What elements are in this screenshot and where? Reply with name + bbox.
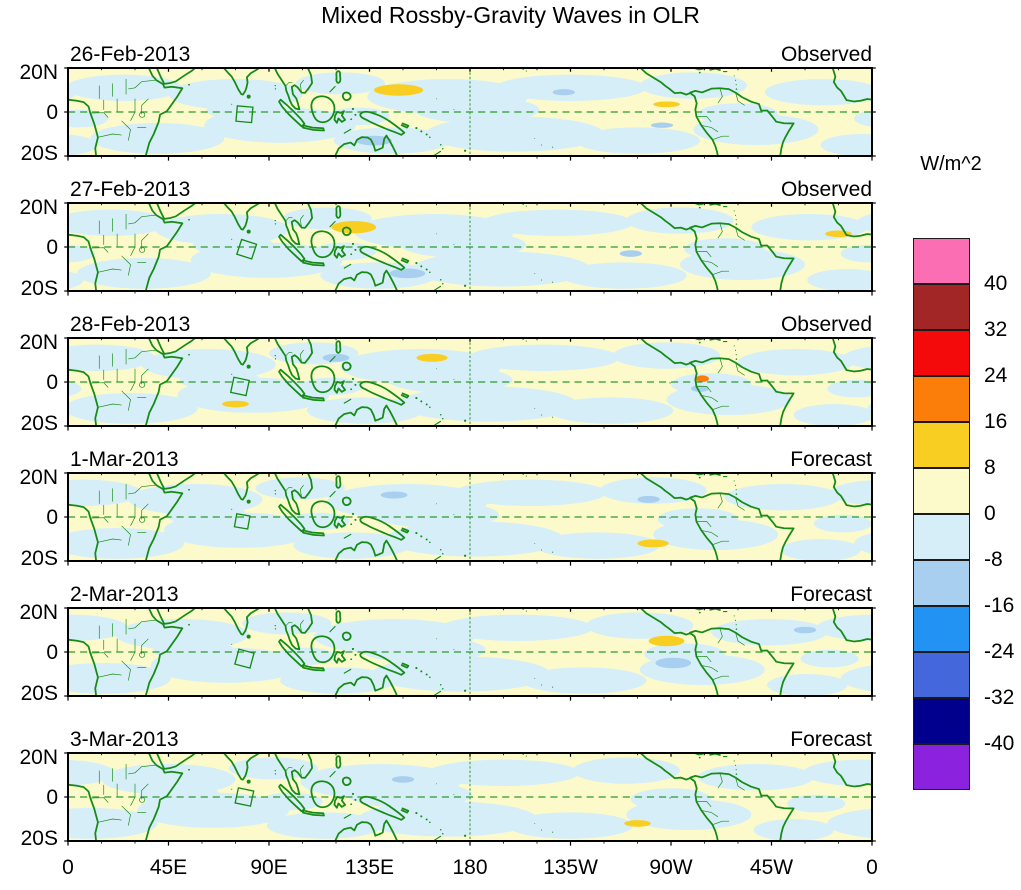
y-axis-label: 0 <box>46 371 58 394</box>
panel-frame <box>66 607 874 697</box>
y-axis-label: 20S <box>20 277 58 300</box>
map <box>64 752 876 846</box>
map <box>64 607 876 701</box>
country-borders <box>90 484 745 546</box>
colorbar-cell <box>913 514 970 560</box>
country-borders <box>90 349 745 411</box>
panel-source-label: Observed <box>780 178 872 201</box>
colorbar-cell <box>913 606 970 652</box>
colorbar-cell <box>913 560 970 606</box>
island-dots <box>188 338 738 422</box>
coastlines <box>68 68 872 156</box>
region-box <box>229 376 251 397</box>
map <box>64 337 876 431</box>
panel-date-label: 27-Feb-2013 <box>70 178 191 201</box>
country-borders <box>90 619 745 681</box>
panel-frame <box>66 202 874 292</box>
panel-date-label: 1-Mar-2013 <box>70 448 179 471</box>
region-box <box>234 787 255 807</box>
y-axis-label: 20N <box>19 746 58 769</box>
colorbar-tick-label: -40 <box>984 732 1015 755</box>
y-axis-label: 20S <box>20 827 58 850</box>
panel-date-label: 28-Feb-2013 <box>70 313 191 336</box>
map <box>64 67 876 161</box>
y-axis-label: 20N <box>19 466 58 489</box>
region-box <box>235 105 254 124</box>
island-dots <box>188 753 738 837</box>
colorbar-cell <box>913 422 970 468</box>
region-box <box>234 648 255 669</box>
y-axis-label: 20N <box>19 61 58 84</box>
island-dots <box>188 203 738 287</box>
colorbar-cell <box>913 698 970 744</box>
colorbar-tick-label: 8 <box>984 456 996 479</box>
island-dots <box>188 473 738 557</box>
x-axis-label: 0 <box>62 856 74 879</box>
coastlines <box>68 753 872 841</box>
country-borders <box>90 214 745 276</box>
panel-date-label: 3-Mar-2013 <box>70 728 179 751</box>
colorbar-cell <box>913 468 970 514</box>
colorbar-cell <box>913 330 970 376</box>
colorbar-cell <box>913 238 970 284</box>
y-axis-label: 0 <box>46 506 58 529</box>
x-axis-label: 135E <box>344 856 395 879</box>
panel-frame <box>66 752 874 842</box>
panel-source-label: Forecast <box>790 583 872 606</box>
x-axis-label: 90E <box>250 856 288 879</box>
island-dots <box>188 68 738 152</box>
colorbar-cell <box>913 376 970 422</box>
country-borders <box>90 764 745 826</box>
colorbar-tick-label: 0 <box>984 502 996 525</box>
x-axis-label: 45E <box>149 856 188 879</box>
colorbar-cell <box>913 744 970 790</box>
y-axis-label: 20S <box>20 142 58 165</box>
colorbar-tick-label: 24 <box>984 364 1008 387</box>
panel-source-label: Observed <box>780 313 872 336</box>
y-axis-label: 0 <box>46 641 58 664</box>
colorbar-cell <box>913 284 970 330</box>
y-axis-label: 20S <box>20 412 58 435</box>
y-axis-label: 20N <box>19 601 58 624</box>
region-box <box>233 512 251 530</box>
y-axis-label: 0 <box>46 101 58 124</box>
y-axis-label: 20S <box>20 547 58 570</box>
colorbar-tick-label: -32 <box>984 686 1015 709</box>
y-axis-label: 0 <box>46 236 58 259</box>
chart-title: Mixed Rossby-Gravity Waves in OLR <box>321 2 700 28</box>
y-axis-label: 20S <box>20 682 58 705</box>
panel-frame <box>66 472 874 562</box>
colorbar-tick-label: -24 <box>984 640 1015 663</box>
y-axis-label: 20N <box>19 196 58 219</box>
colorbar-tick-label: 32 <box>984 318 1008 341</box>
coastlines <box>68 473 872 561</box>
coastlines <box>68 608 872 696</box>
colorbar-tick-label: -8 <box>984 548 1003 571</box>
colorbar-cell <box>913 652 970 698</box>
country-borders <box>90 79 745 141</box>
y-axis-label: 20N <box>19 331 58 354</box>
panel-frame <box>66 67 874 157</box>
x-axis-label: 180 <box>452 856 488 879</box>
map <box>64 202 876 296</box>
map <box>64 472 876 566</box>
panel-date-label: 26-Feb-2013 <box>70 43 191 66</box>
x-axis-label: 0 <box>866 856 878 879</box>
colorbar-unit-label: W/m^2 <box>920 153 982 175</box>
colorbar-tick-label: -16 <box>984 594 1015 617</box>
colorbar-tick-label: 40 <box>984 272 1008 295</box>
panel-frame <box>66 337 874 427</box>
x-axis-label: 90W <box>649 856 693 879</box>
x-axis-label: 45W <box>749 856 794 879</box>
y-axis-label: 0 <box>46 786 58 809</box>
panel-source-label: Observed <box>780 43 872 66</box>
coastlines <box>68 338 872 426</box>
panel-source-label: Forecast <box>790 448 872 471</box>
panel-date-label: 2-Mar-2013 <box>70 583 179 606</box>
panel-source-label: Forecast <box>790 728 872 751</box>
colorbar-tick-label: 16 <box>984 410 1008 433</box>
region-box <box>235 238 258 260</box>
x-axis-label: 135W <box>543 856 598 879</box>
